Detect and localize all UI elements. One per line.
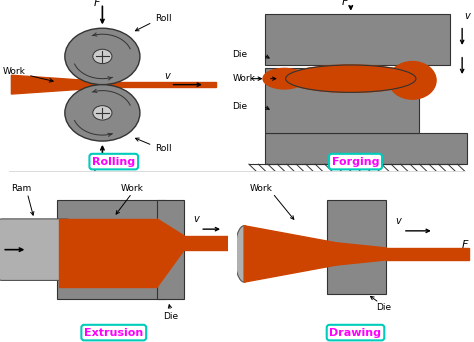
Polygon shape <box>337 243 386 265</box>
Text: Die: Die <box>232 102 247 110</box>
FancyBboxPatch shape <box>265 68 419 133</box>
Text: Die: Die <box>163 312 178 321</box>
Text: v: v <box>396 216 401 226</box>
Text: Work: Work <box>249 184 272 193</box>
Polygon shape <box>244 226 337 282</box>
Text: Ram: Ram <box>11 184 32 193</box>
Text: Roll: Roll <box>155 14 171 23</box>
Text: F: F <box>341 0 347 7</box>
Text: Die: Die <box>376 303 392 312</box>
Ellipse shape <box>285 65 416 92</box>
Ellipse shape <box>235 226 254 282</box>
Circle shape <box>65 85 140 141</box>
Circle shape <box>65 28 140 84</box>
Text: F: F <box>93 0 100 8</box>
Text: v: v <box>193 214 199 224</box>
FancyBboxPatch shape <box>386 248 469 260</box>
FancyBboxPatch shape <box>265 14 450 65</box>
Text: Work: Work <box>2 67 53 82</box>
Polygon shape <box>118 82 216 87</box>
Text: F: F <box>93 162 100 173</box>
Text: Rolling: Rolling <box>92 157 135 167</box>
Polygon shape <box>157 219 184 287</box>
FancyBboxPatch shape <box>86 83 118 87</box>
Circle shape <box>93 106 112 120</box>
Text: Roll: Roll <box>155 144 171 153</box>
Text: Drawing: Drawing <box>329 328 382 338</box>
FancyBboxPatch shape <box>157 200 184 299</box>
Ellipse shape <box>263 68 306 89</box>
Circle shape <box>93 49 112 64</box>
FancyBboxPatch shape <box>327 200 386 294</box>
Text: Die: Die <box>232 50 247 59</box>
FancyBboxPatch shape <box>59 219 157 287</box>
Text: Forging: Forging <box>332 157 379 167</box>
FancyBboxPatch shape <box>0 219 71 280</box>
FancyBboxPatch shape <box>265 133 467 164</box>
Text: Extrusion: Extrusion <box>84 328 143 338</box>
Text: Work: Work <box>120 184 144 193</box>
Text: v: v <box>164 71 170 81</box>
Text: v: v <box>465 11 470 21</box>
FancyBboxPatch shape <box>184 236 234 250</box>
Text: Work: Work <box>232 74 255 83</box>
FancyBboxPatch shape <box>57 200 166 299</box>
Text: F: F <box>462 240 468 250</box>
Ellipse shape <box>389 62 436 99</box>
Polygon shape <box>11 75 86 94</box>
